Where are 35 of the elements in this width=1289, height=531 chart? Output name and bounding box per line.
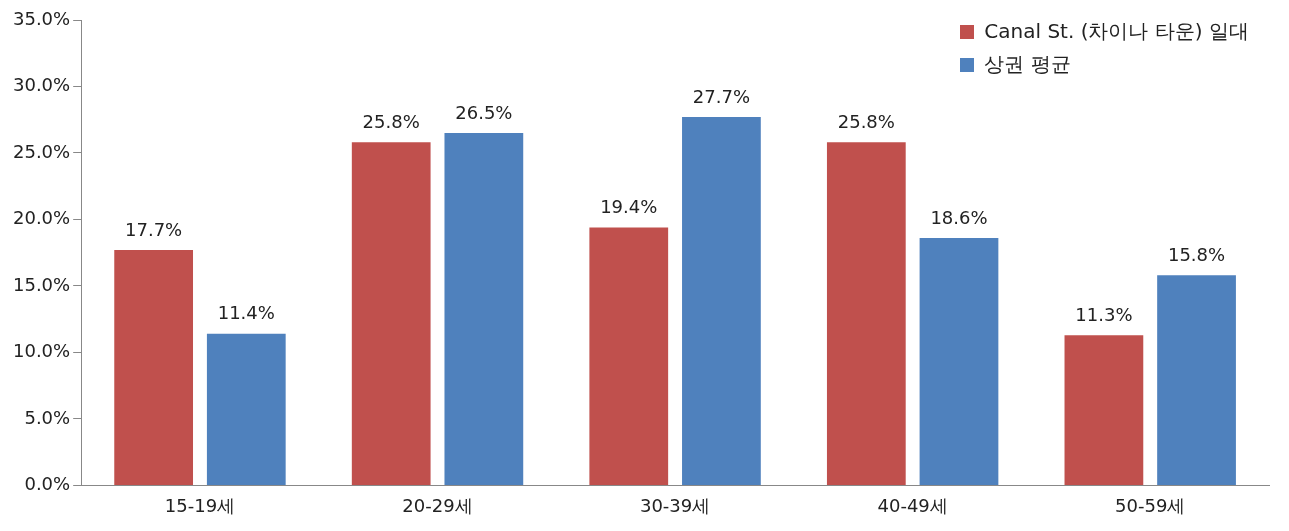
data-label: 15.8%	[1167, 243, 1226, 265]
y-tick-label: 15.0%	[12, 273, 71, 295]
data-label: 17.7%	[125, 218, 183, 240]
data-label: 11.3%	[1075, 303, 1133, 325]
data-label: 18.6%	[930, 206, 988, 228]
legend-label: Canal St. (차이나 타운) 일대	[984, 18, 1249, 45]
legend-label: 상권 평균	[984, 51, 1071, 78]
y-tick-label: 20.0%	[12, 207, 71, 229]
data-label: 25.8%	[362, 111, 420, 133]
x-tick-label: 15-19세	[164, 494, 236, 516]
data-label: 26.5%	[455, 101, 513, 123]
data-label: 27.7%	[692, 85, 751, 107]
x-tick-label: 20-29세	[402, 494, 473, 516]
data-label: 11.4%	[217, 302, 275, 324]
y-tick-label: 0.0%	[24, 473, 71, 495]
bar	[1064, 335, 1144, 485]
x-tick-label: 50-59세	[1115, 494, 1186, 516]
y-tick-label: 10.0%	[12, 340, 71, 362]
bar	[589, 227, 669, 485]
bar	[826, 142, 906, 485]
bar	[444, 133, 524, 485]
y-tick-label: 25.0%	[12, 140, 71, 162]
y-tick-label: 35.0%	[12, 7, 71, 29]
data-label: 25.8%	[837, 111, 895, 133]
bar	[1157, 275, 1236, 485]
x-tick-label: 30-39세	[639, 494, 711, 516]
bar	[919, 238, 999, 485]
y-tick-label: 5.0%	[24, 406, 71, 428]
bar	[206, 333, 286, 485]
bar	[682, 117, 761, 485]
y-tick-label: 30.0%	[12, 74, 71, 96]
bar	[351, 142, 431, 485]
bar	[114, 250, 194, 485]
x-tick-label: 40-49세	[877, 494, 948, 516]
data-label: 19.4%	[600, 196, 658, 218]
